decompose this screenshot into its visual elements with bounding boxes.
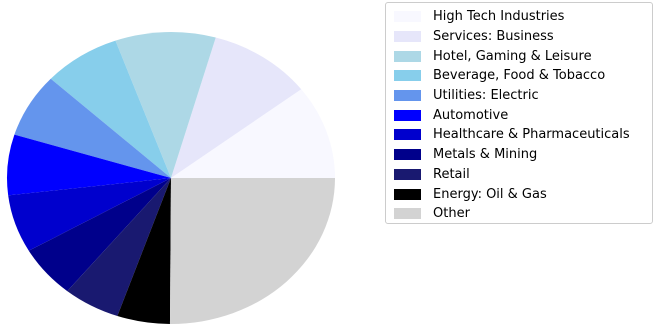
legend-item-high-tech-industries: High Tech Industries xyxy=(394,7,652,27)
legend-swatch xyxy=(394,129,421,141)
legend-item-energy-oil-and-gas: Energy: Oil & Gas xyxy=(394,184,652,204)
legend-label: Utilities: Electric xyxy=(433,88,539,104)
pie-slice-hotel-gaming-and-leisure xyxy=(115,31,216,179)
legend-swatch xyxy=(394,208,421,220)
legend-item-metals-and-mining: Metals & Mining xyxy=(394,145,652,165)
pie-slice-retail xyxy=(67,178,171,316)
legend-swatch xyxy=(394,70,421,82)
legend-label: Healthcare & Pharmaceuticals xyxy=(433,127,630,143)
legend-label: Retail xyxy=(433,166,470,182)
legend-label: Beverage, Food & Tobacco xyxy=(433,68,606,84)
legend-item-other: Other xyxy=(394,204,652,224)
legend-item-hotel-gaming-and-leisure: Hotel, Gaming & Leisure xyxy=(394,46,652,66)
legend-item-beverage-food-and-tobacco: Beverage, Food & Tobacco xyxy=(394,66,652,86)
legend-label: High Tech Industries xyxy=(433,9,565,25)
pie-slices xyxy=(7,31,335,325)
legend-label: Energy: Oil & Gas xyxy=(433,186,547,202)
legend-item-automotive: Automotive xyxy=(394,105,652,125)
pie-slice-metals-and-mining xyxy=(28,178,171,292)
pie-slice-high-tech-industries xyxy=(171,89,335,178)
legend-swatch xyxy=(394,31,421,43)
pie-slice-utilities-electric xyxy=(14,78,172,178)
pie-slice-beverage-food-and-tobacco xyxy=(50,40,171,178)
legend-item-healthcare-and-pharmaceuticals: Healthcare & Pharmaceuticals xyxy=(394,125,652,145)
legend-item-retail: Retail xyxy=(394,165,652,185)
pie-slice-healthcare-and-pharmaceuticals xyxy=(8,178,172,251)
legend-item-utilities-electric: Utilities: Electric xyxy=(394,86,652,106)
legend: High Tech Industries Services: Business Ho… xyxy=(385,2,653,224)
pie-slice-energy-oil-and-gas xyxy=(117,178,171,324)
legend-label: Automotive xyxy=(433,107,509,123)
legend-swatch xyxy=(394,11,421,23)
pie-slice-other xyxy=(169,178,335,325)
legend-label: Services: Business xyxy=(433,29,554,45)
legend-swatch xyxy=(394,168,421,180)
legend-swatch xyxy=(394,90,421,102)
legend-swatch xyxy=(394,50,421,62)
legend-label: Hotel, Gaming & Leisure xyxy=(433,48,592,64)
legend-swatch xyxy=(394,109,421,121)
pie-slice-automotive xyxy=(7,134,171,196)
pie-slice-services-business xyxy=(171,37,302,178)
legend-label: Other xyxy=(433,206,470,222)
legend-label: Metals & Mining xyxy=(433,147,538,163)
legend-swatch xyxy=(394,149,421,161)
legend-swatch xyxy=(394,188,421,200)
legend-item-services-business: Services: Business xyxy=(394,27,652,47)
